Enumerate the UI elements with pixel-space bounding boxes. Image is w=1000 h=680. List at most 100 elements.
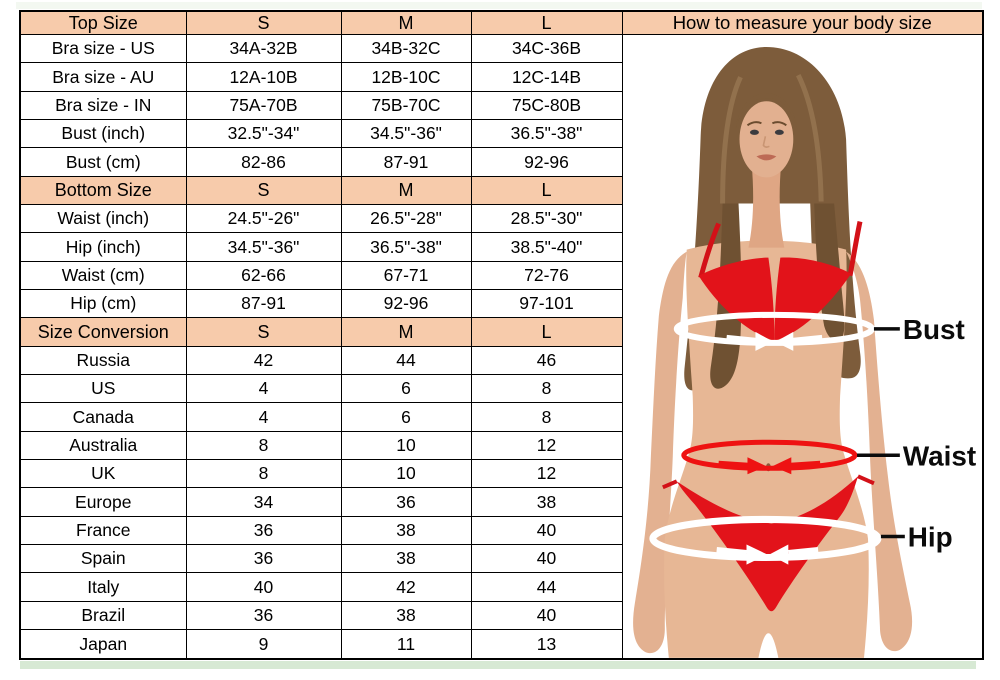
size-col-s: S [185,10,342,36]
table-row: Japan 9 11 13 [19,629,983,660]
size-value: 75A-70B [185,90,342,121]
size-value: 82-86 [185,147,342,177]
size-value: 34.5"-36" [185,232,342,262]
left-eye-icon [749,129,759,136]
size-value: 9 [185,629,342,660]
size-value: 87-91 [185,289,342,319]
row-label: Brazil [19,600,187,631]
table-row: Brazil 36 38 40 [19,600,983,631]
row-label: Canada [19,402,187,432]
size-value: 38 [340,544,472,574]
row-label: UK [19,459,187,489]
size-value: 34 [185,487,342,517]
lips-icon [755,154,776,161]
size-col-m: M [340,317,472,347]
size-value: 26.5"-28" [340,204,472,234]
table-row: Australia 8 10 12 [19,430,983,461]
size-value: 42 [340,572,472,602]
row-label: Waist (cm) [19,260,187,291]
right-eye-icon [774,129,784,136]
body-figure-illustration: Bust Waist Hip [632,47,976,658]
size-value: 10 [340,459,472,489]
row-label: Bust (inch) [19,119,187,149]
table-row: Bra size - US 34A-32B 34B-32C 34C-36B [19,34,984,660]
size-value: 12C-14B [470,62,623,92]
size-value: 12B-10C [340,62,472,92]
size-col-l: L [470,175,623,206]
size-value: 34B-32C [340,34,472,64]
waist-label: Waist [902,440,975,471]
table-row: Europe 34 36 38 [19,487,983,517]
size-value: 11 [340,629,472,660]
size-value: 92-96 [470,147,623,177]
size-value: 4 [185,374,342,404]
size-value: 12 [470,430,623,461]
nose [762,136,770,149]
size-value: 40 [470,515,623,546]
bust-measure-band-icon [673,311,875,352]
size-col-s: S [185,317,342,347]
size-value: 38 [340,600,472,631]
bikini-bottom [661,474,875,612]
size-value: 36.5"-38" [470,119,623,149]
bikini-strap-right [847,221,862,277]
size-value: 8 [470,374,623,404]
row-label: France [19,515,187,546]
size-value: 38 [470,487,623,517]
size-value: 72-76 [470,260,623,291]
size-value: 8 [470,402,623,432]
row-label: Bra size - IN [19,90,187,121]
row-label: Bra size - AU [19,62,187,92]
size-value: 75C-80B [470,90,623,121]
row-label: Bra size - US [19,34,187,64]
size-chart-table: Top Size S M L How to measure your body … [19,10,984,660]
size-value: 6 [340,402,472,432]
table-row: Waist (cm) 62-66 67-71 72-76 [19,260,983,291]
size-value: 34.5"-36" [340,119,472,149]
section-header-row: Top Size S M L How to measure your body … [19,10,984,36]
row-label: Hip (inch) [19,232,187,262]
size-col-s: S [185,175,342,206]
row-label: Bust (cm) [19,147,187,177]
row-label: Australia [19,430,187,461]
section-title: Top Size [19,10,187,36]
size-value: 36 [340,487,472,517]
size-col-m: M [340,175,472,206]
table-row: Hip (inch) 34.5"-36" 36.5"-38" 38.5"-40" [19,232,983,262]
size-value: 36 [185,544,342,574]
size-value: 44 [340,345,472,376]
size-value: 24.5"-26" [185,204,342,234]
row-label: Spain [19,544,187,574]
table-row: Spain 36 38 40 [19,544,983,574]
size-value: 4 [185,402,342,432]
size-value: 40 [185,572,342,602]
row-label: Europe [19,487,187,517]
face [739,101,793,178]
table-row: Bra size - IN 75A-70B 75B-70C 75C-80B [19,90,983,121]
bottom-accent-strip [20,661,976,669]
measure-figure: Bust Waist Hip [623,36,982,658]
waist-measure-band-icon [680,439,858,475]
table-row: France 36 38 40 [19,515,983,546]
size-value: 67-71 [340,260,472,291]
measure-panel-title: How to measure your body size [621,10,984,36]
size-value: 8 [185,459,342,489]
size-value: 38 [340,515,472,546]
neck [747,161,784,248]
size-value: 6 [340,374,472,404]
left-brow-icon [746,121,762,127]
size-value: 97-101 [470,289,623,319]
row-label: Russia [19,345,187,376]
bikini-top [697,221,862,342]
size-value: 46 [470,345,623,376]
size-value: 32.5"-34" [185,119,342,149]
hip-label: Hip [907,522,952,553]
size-value: 34A-32B [185,34,342,64]
section-header-row: Bottom Size S M L [19,175,983,206]
size-col-m: M [340,10,472,36]
size-value: 40 [470,544,623,574]
size-value: 40 [470,600,623,631]
bikini-strap-left [697,222,721,279]
section-header-row: Size Conversion S M L [19,317,983,347]
row-label: Italy [19,572,187,602]
